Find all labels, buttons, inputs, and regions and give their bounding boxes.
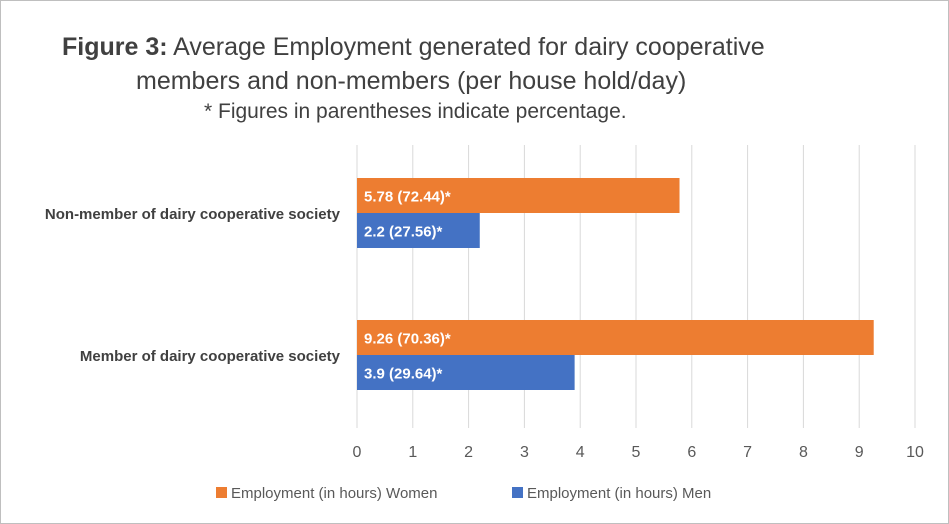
bar-men (357, 355, 575, 390)
bar-men (357, 213, 480, 248)
chart-title-line-1: Figure 3: Average Employment generated f… (62, 33, 765, 62)
category-label: Non-member of dairy cooperative society (45, 206, 341, 223)
bar-women (357, 320, 874, 355)
x-tick-label: 2 (464, 444, 473, 461)
x-tick-label: 0 (353, 444, 362, 461)
x-tick-label: 9 (855, 444, 864, 461)
x-tick-label: 5 (632, 444, 641, 461)
data-label: 5.78 (72.44)* (364, 189, 451, 206)
title-text: Average Employment generated for dairy c… (167, 33, 765, 61)
legend-men-swatch (512, 487, 523, 498)
x-tick-label: 10 (906, 444, 924, 461)
x-tick-label: 1 (408, 444, 417, 461)
title-prefix: Figure 3: (62, 33, 168, 61)
x-tick-label: 7 (743, 444, 752, 461)
x-tick-label: 3 (520, 444, 529, 461)
data-label: 3.9 (29.64)* (364, 366, 443, 383)
chart-subtitle: * Figures in parentheses indicate percen… (204, 100, 627, 123)
x-tick-label: 8 (799, 444, 808, 461)
legend-women-swatch (216, 487, 227, 498)
chart-title-line-2: members and non-members (per house hold/… (136, 67, 687, 95)
category-label: Member of dairy cooperative society (80, 348, 341, 365)
bar-women (357, 178, 680, 213)
x-tick-label: 6 (687, 444, 696, 461)
data-label: 9.26 (70.36)* (364, 331, 451, 348)
data-label: 2.2 (27.56)* (364, 224, 443, 241)
x-tick-label: 4 (576, 444, 585, 461)
legend-men-label: Employment (in hours) Men (527, 485, 711, 502)
legend-women-label: Employment (in hours) Women (231, 485, 437, 502)
